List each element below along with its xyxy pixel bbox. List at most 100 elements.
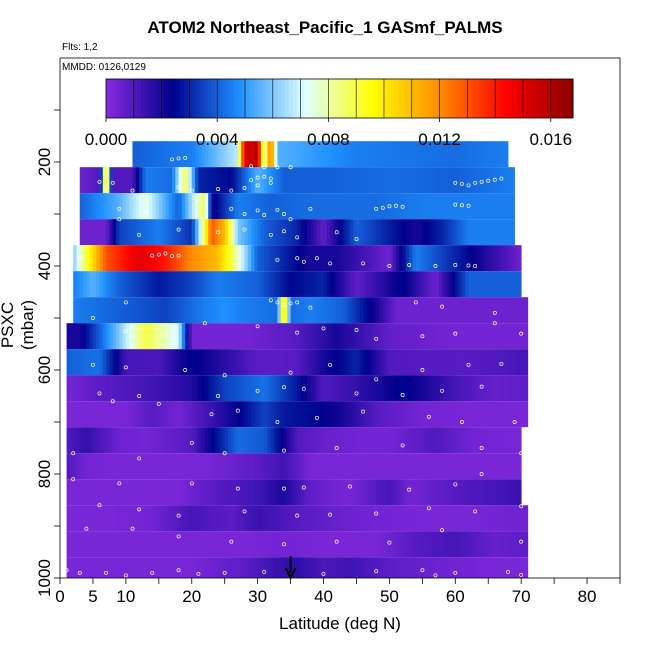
heat-cell <box>175 245 179 272</box>
heat-cell <box>442 557 446 578</box>
heat-band <box>66 349 529 376</box>
heat-cell <box>195 219 199 246</box>
heat-cell <box>389 531 394 558</box>
heat-cell <box>86 531 91 558</box>
heat-cell <box>119 453 123 480</box>
heat-cell <box>270 193 275 220</box>
heat-cell <box>122 297 127 324</box>
colorbar-segment <box>471 79 477 118</box>
heat-cell <box>297 479 301 506</box>
heat-cell <box>106 271 110 298</box>
heat-cell <box>508 375 512 402</box>
heat-cell <box>498 557 502 578</box>
heat-cell <box>224 531 229 558</box>
heat-cell <box>274 219 278 246</box>
heat-cell <box>405 427 410 454</box>
sample-point <box>295 513 300 518</box>
heat-cell <box>257 349 262 376</box>
heat-cell <box>498 219 502 246</box>
heat-cell <box>343 349 347 376</box>
heat-cell <box>320 479 324 506</box>
colorbar-segment <box>125 79 130 118</box>
heat-cell <box>333 453 338 480</box>
heat-band <box>66 401 529 428</box>
heat-cell <box>359 453 364 480</box>
sample-point <box>268 180 273 185</box>
heat-cell <box>158 453 163 480</box>
heat-cell <box>132 479 137 506</box>
heat-cell <box>178 505 183 532</box>
heat-cell <box>481 427 486 454</box>
heat-cell <box>125 401 130 428</box>
heat-cell <box>135 219 140 246</box>
heat-cell <box>514 271 519 298</box>
heat-cell <box>221 401 226 428</box>
sample-point <box>97 391 102 396</box>
heat-cell <box>511 271 515 298</box>
heat-cell <box>162 167 166 194</box>
heat-cell <box>112 531 117 558</box>
heat-cell <box>340 375 344 402</box>
heat-cell <box>129 271 133 298</box>
heat-cell <box>389 427 394 454</box>
heat-cell <box>452 453 456 480</box>
heat-cell <box>221 141 226 168</box>
sample-point <box>426 506 431 511</box>
heat-cell <box>228 401 232 428</box>
heat-cell <box>402 141 407 168</box>
heat-cell <box>382 505 387 532</box>
heat-cell <box>264 453 268 480</box>
heat-cell <box>501 557 506 578</box>
colorbar-segment <box>351 79 356 118</box>
heat-cell <box>185 479 189 506</box>
heat-cell <box>425 349 430 376</box>
x-axis-label: Latitude (deg N) <box>279 614 401 633</box>
sample-point <box>216 230 221 235</box>
heat-cell <box>488 323 492 350</box>
sample-point <box>110 180 115 185</box>
heat-cell <box>181 531 186 558</box>
heat-cell <box>155 479 160 506</box>
heat-cell <box>158 349 163 376</box>
heat-cell <box>284 271 288 298</box>
heat-cell <box>168 141 173 168</box>
heat-cell <box>412 401 417 428</box>
heat-cell <box>307 453 311 480</box>
heat-cell <box>175 349 179 376</box>
heat-cell <box>267 531 272 558</box>
heat-cell <box>488 349 492 376</box>
heat-cell <box>135 271 140 298</box>
heat-cell <box>234 297 239 324</box>
heat-cell <box>336 193 341 220</box>
y-tick-label: 400 <box>35 252 54 280</box>
heat-cell <box>346 531 351 558</box>
heat-cell <box>481 453 486 480</box>
heat-cell <box>277 505 282 532</box>
heat-cell <box>175 193 179 220</box>
heat-cell <box>178 375 183 402</box>
heat-cell <box>142 271 147 298</box>
heat-cell <box>142 453 147 480</box>
heat-cell <box>208 297 212 324</box>
heat-cell <box>491 219 496 246</box>
heat-cell <box>162 245 166 272</box>
heat-cell <box>142 427 147 454</box>
heat-cell <box>165 167 170 194</box>
heat-cell <box>488 271 492 298</box>
heat-cell <box>412 505 417 532</box>
sample-point <box>117 206 122 211</box>
heat-cell <box>514 401 519 428</box>
colorbar-segment <box>537 79 543 118</box>
heat-cell <box>432 531 436 558</box>
heat-cell <box>316 531 321 558</box>
heat-cell <box>415 297 420 324</box>
chart-title: ATOM2 Northeast_Pacific_1 GASmf_PALMS <box>147 18 503 37</box>
heat-cell <box>181 557 186 578</box>
heat-cell <box>76 349 81 376</box>
heat-cell <box>125 557 130 578</box>
colorbar-segment <box>467 79 473 118</box>
heat-cell <box>445 453 450 480</box>
heat-cell <box>422 479 427 506</box>
heat-cell <box>251 193 255 220</box>
heat-cell <box>139 557 143 578</box>
